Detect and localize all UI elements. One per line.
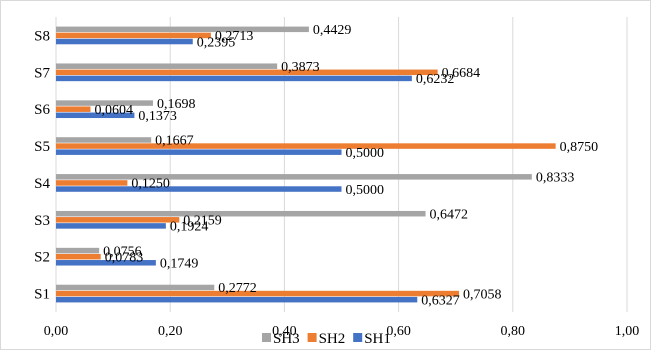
category-label-s2: S2	[34, 250, 50, 266]
data-label-sh3-s6: 0,1698	[157, 97, 196, 112]
bars	[56, 26, 556, 303]
legend-label-sh3: SH3	[273, 331, 300, 347]
data-label-sh2-s5: 0,8750	[560, 140, 599, 155]
category-label-s3: S3	[34, 213, 50, 229]
x-tick-label-0: 0,00	[44, 324, 69, 339]
category-label-s6: S6	[34, 102, 50, 118]
legend-swatch-sh1	[353, 333, 363, 342]
data-label-sh3-s1: 0,2772	[218, 281, 256, 296]
data-label-sh3-s5: 0,1667	[155, 134, 194, 149]
bar-sh2-s7	[56, 69, 438, 76]
category-label-s7: S7	[34, 65, 50, 81]
data-label-sh2-s2: 0,0783	[105, 250, 143, 265]
data-label-sh1-s6: 0,1373	[138, 109, 177, 124]
data-label-sh1-s5: 0,5000	[346, 146, 385, 161]
category-labels: S1 S2 S3 S4 S5 S6 S7 S8	[34, 28, 50, 302]
bar-sh1-s4	[56, 186, 342, 192]
x-tick-label-2: 0,40	[272, 324, 297, 339]
data-label-sh1-s3: 0,1924	[170, 220, 209, 235]
bar-sh3-s5	[56, 137, 152, 143]
data-label-sh1-s7: 0,6232	[416, 72, 455, 87]
bar-sh3-s6	[56, 100, 153, 106]
legend-label-sh1: SH1	[364, 331, 391, 347]
bar-sh3-s8	[56, 26, 309, 33]
data-label-sh3-s7: 0,3873	[281, 60, 320, 75]
x-tick-labels: 0,00 0,20 0,40 0,60 0,80 1,00	[44, 324, 640, 339]
bar-sh1-s5	[56, 149, 342, 155]
category-label-s5: S5	[34, 139, 50, 155]
data-label-sh2-s3: 0,2159	[183, 214, 222, 229]
data-label-sh2-s7: 0,6684	[442, 66, 481, 81]
bar-sh1-s7	[56, 75, 412, 82]
x-tick-label-3: 0,60	[386, 324, 411, 339]
data-label-sh1-s8: 0,2395	[197, 35, 236, 50]
bar-sh1-s6	[56, 112, 135, 119]
bar-sh2-s5	[56, 143, 556, 149]
bar-sh3-s2	[56, 247, 100, 254]
bar-sh3-s7	[56, 63, 278, 69]
x-tick-label-1: 0,20	[158, 324, 183, 339]
category-label-s1: S1	[34, 287, 50, 303]
bar-sh1-s3	[56, 223, 166, 229]
category-label-s4: S4	[34, 176, 50, 192]
bar-sh2-s6	[56, 106, 91, 112]
legend-swatch-sh2	[307, 333, 317, 342]
data-label-sh2-s1: 0,7058	[463, 287, 502, 302]
bar-sh1-s1	[56, 296, 418, 303]
data-label-sh1-s1: 0,6327	[421, 293, 460, 308]
bar-sh1-s8	[56, 38, 193, 45]
legend: SH3 SH2 SH1	[262, 331, 391, 347]
legend-label-sh2: SH2	[319, 331, 346, 347]
data-label-sh2-s8: 0,2713	[215, 29, 254, 44]
category-label-s8: S8	[34, 28, 50, 44]
data-label-sh3-s8: 0,4429	[313, 23, 352, 38]
grid-lines	[55, 17, 628, 312]
bar-sh3-s3	[56, 210, 426, 217]
bar-sh2-s8	[56, 32, 211, 39]
data-label-sh3-s3: 0,6472	[430, 207, 469, 222]
bar-sh3-s4	[56, 174, 532, 180]
data-label-sh3-s2: 0,0756	[103, 244, 142, 259]
bar-sh2-s4	[56, 180, 128, 186]
data-label-sh1-s2: 0,1749	[160, 257, 199, 272]
bar-sh1-s2	[56, 260, 156, 266]
bar-sh3-s1	[56, 284, 215, 291]
bar-sh2-s3	[56, 217, 180, 223]
x-tick-label-5: 1,00	[615, 324, 640, 339]
data-label-sh1-s4: 0,5000	[346, 183, 385, 198]
data-label-sh2-s6: 0,0604	[94, 103, 133, 118]
bar-sh2-s1	[56, 290, 460, 297]
bar-sh2-s2	[56, 253, 101, 260]
x-tick-label-4: 0,80	[501, 324, 526, 339]
legend-swatch-sh3	[262, 333, 271, 342]
data-label-sh2-s4: 0,1250	[131, 177, 170, 192]
data-label-sh3-s4: 0,8333	[536, 171, 575, 186]
